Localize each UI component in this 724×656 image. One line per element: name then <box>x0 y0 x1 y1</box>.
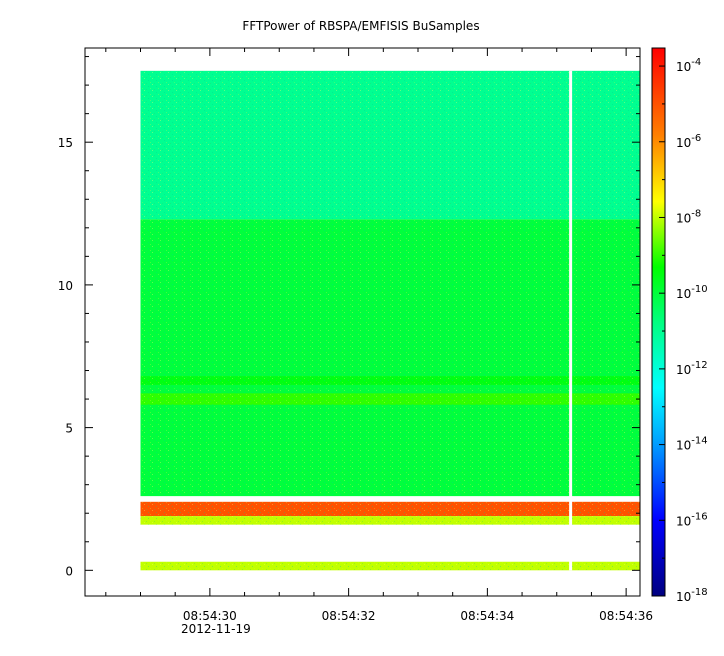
y-tick-label: 5 <box>65 422 73 436</box>
x-tick-label: 08:54:30 <box>183 609 237 623</box>
spectrogram-band-texture <box>140 393 640 405</box>
colorbar-tick-label: 10-10 <box>676 284 708 301</box>
colorbar-tick-label: 10-16 <box>676 511 708 528</box>
colorbar-gradient <box>651 47 666 597</box>
plot-area <box>140 70 640 571</box>
spectrogram-band-texture <box>140 501 640 517</box>
colorbar-tick-label: 10-6 <box>676 133 701 150</box>
y-axis: 0 5 10 15 <box>58 56 640 578</box>
x-tick-label: 08:54:36 <box>599 609 653 623</box>
spectrogram-band-texture <box>140 516 640 525</box>
colorbar: 10-4 10-6 10-8 10-10 10-12 10-14 10-16 10-18 <box>651 47 708 604</box>
y-tick-label: 10 <box>58 279 73 293</box>
x-tick-label: 08:54:34 <box>460 609 514 623</box>
spectrogram-band-texture <box>140 376 640 385</box>
y-tick-label: 0 <box>65 564 73 578</box>
colorbar-tick-label: 10-18 <box>676 587 708 604</box>
plot-frame <box>84 47 641 597</box>
data-gap <box>569 70 573 571</box>
colorbar-tick-label: 10-14 <box>676 436 708 453</box>
spectrogram-band-texture <box>140 561 640 571</box>
colorbar-tick-label: 10-4 <box>676 57 701 74</box>
colorbar-tick-label: 10-8 <box>676 208 701 225</box>
spectrogram-band-texture <box>140 70 640 220</box>
x-tick-label: 08:54:32 <box>322 609 376 623</box>
spectrogram-band-texture <box>140 219 640 497</box>
y-tick-label: 15 <box>58 136 73 150</box>
x-date-label: 2012-11-19 <box>181 622 251 636</box>
x-axis: 08:54:30 08:54:32 08:54:34 08:54:36 <box>105 48 653 623</box>
colorbar-tick-label: 10-12 <box>676 360 708 377</box>
chart-title: FFTPower of RBSPA/EMFISIS BuSamples <box>242 19 479 33</box>
